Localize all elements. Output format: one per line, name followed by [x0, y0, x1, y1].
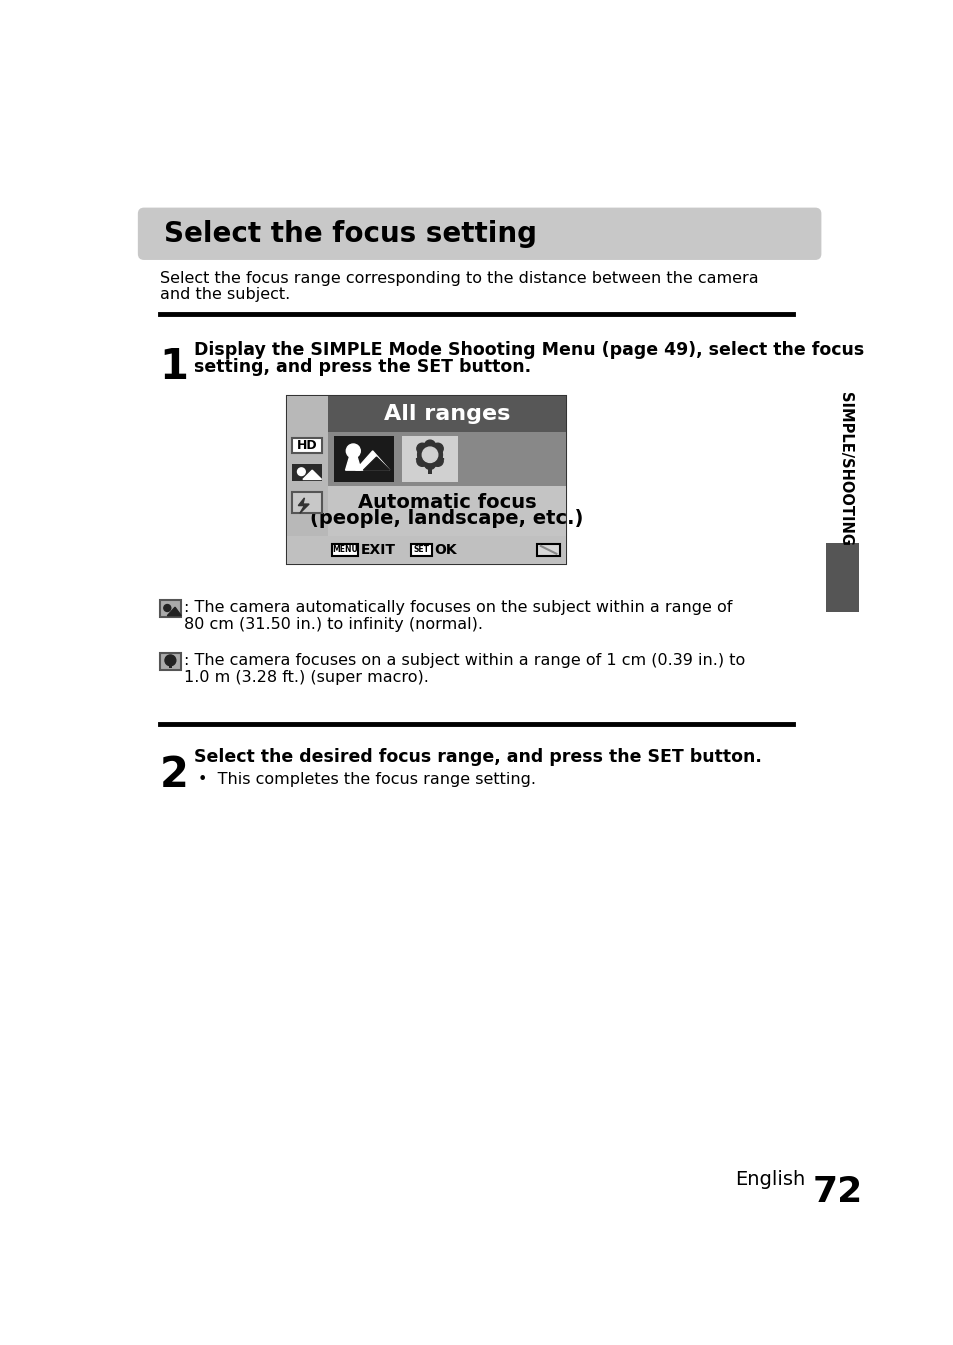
Bar — [287, 535, 566, 564]
Text: 1.0 m (3.28 ft.) (super macro).: 1.0 m (3.28 ft.) (super macro). — [184, 670, 429, 685]
Bar — [287, 397, 328, 432]
Text: 2: 2 — [159, 755, 189, 796]
Text: (people, landscape, etc.): (people, landscape, etc.) — [310, 508, 583, 527]
Text: Automatic focus: Automatic focus — [357, 494, 536, 512]
Bar — [292, 492, 321, 514]
Polygon shape — [363, 457, 390, 471]
Circle shape — [346, 444, 360, 457]
Polygon shape — [432, 459, 443, 468]
Text: 80 cm (31.50 in.) to infinity (normal).: 80 cm (31.50 in.) to infinity (normal). — [184, 617, 483, 632]
Polygon shape — [298, 498, 309, 514]
Circle shape — [422, 447, 437, 463]
Text: HD: HD — [296, 438, 316, 452]
Text: 1: 1 — [159, 346, 189, 389]
Bar — [328, 486, 566, 535]
Circle shape — [424, 440, 435, 451]
Polygon shape — [345, 457, 360, 471]
Bar — [287, 397, 566, 432]
Circle shape — [416, 444, 427, 455]
Bar — [334, 436, 394, 482]
Bar — [287, 397, 328, 564]
Circle shape — [165, 655, 175, 666]
Text: : The camera focuses on a subject within a range of 1 cm (0.39 in.) to: : The camera focuses on a subject within… — [184, 652, 745, 667]
Text: Select the focus setting: Select the focus setting — [164, 219, 537, 247]
Text: MENU: MENU — [332, 545, 357, 554]
Bar — [328, 432, 566, 486]
Circle shape — [297, 468, 305, 476]
Polygon shape — [416, 459, 427, 468]
Polygon shape — [167, 607, 181, 616]
Bar — [411, 543, 431, 555]
Text: Display the SIMPLE Mode Shooting Menu (page 49), select the focus: Display the SIMPLE Mode Shooting Menu (p… — [193, 340, 863, 359]
Text: OK: OK — [435, 543, 456, 557]
Text: SIMPLE/SHOOTING: SIMPLE/SHOOTING — [837, 393, 852, 546]
Polygon shape — [303, 471, 321, 479]
Circle shape — [417, 443, 442, 467]
Bar — [292, 464, 321, 482]
Bar — [825, 542, 858, 612]
Text: Select the focus range corresponding to the distance between the camera: Select the focus range corresponding to … — [159, 270, 758, 285]
Text: setting, and press the SET button.: setting, and press the SET button. — [193, 358, 530, 375]
Bar — [159, 652, 181, 670]
Circle shape — [432, 444, 443, 455]
Polygon shape — [355, 451, 390, 471]
Text: 72: 72 — [812, 1174, 862, 1209]
Circle shape — [424, 459, 435, 469]
Text: SET: SET — [413, 545, 429, 554]
Bar — [332, 543, 357, 555]
Bar — [537, 543, 559, 555]
Text: : The camera automatically focuses on the subject within a range of: : The camera automatically focuses on th… — [184, 600, 732, 615]
Bar — [402, 436, 457, 482]
Text: EXIT: EXIT — [360, 543, 395, 557]
Bar — [169, 662, 172, 668]
Text: and the subject.: and the subject. — [159, 286, 290, 301]
Text: •  This completes the focus range setting.: • This completes the focus range setting… — [198, 772, 536, 787]
FancyBboxPatch shape — [137, 207, 821, 260]
Bar — [159, 600, 181, 617]
Text: All ranges: All ranges — [383, 404, 510, 424]
Circle shape — [432, 456, 443, 467]
Circle shape — [416, 456, 427, 467]
Text: Select the desired focus range, and press the SET button.: Select the desired focus range, and pres… — [193, 748, 760, 767]
Bar — [292, 438, 321, 453]
Bar — [427, 463, 432, 473]
Bar — [287, 397, 566, 564]
Text: English: English — [735, 1170, 804, 1189]
Circle shape — [164, 604, 171, 612]
